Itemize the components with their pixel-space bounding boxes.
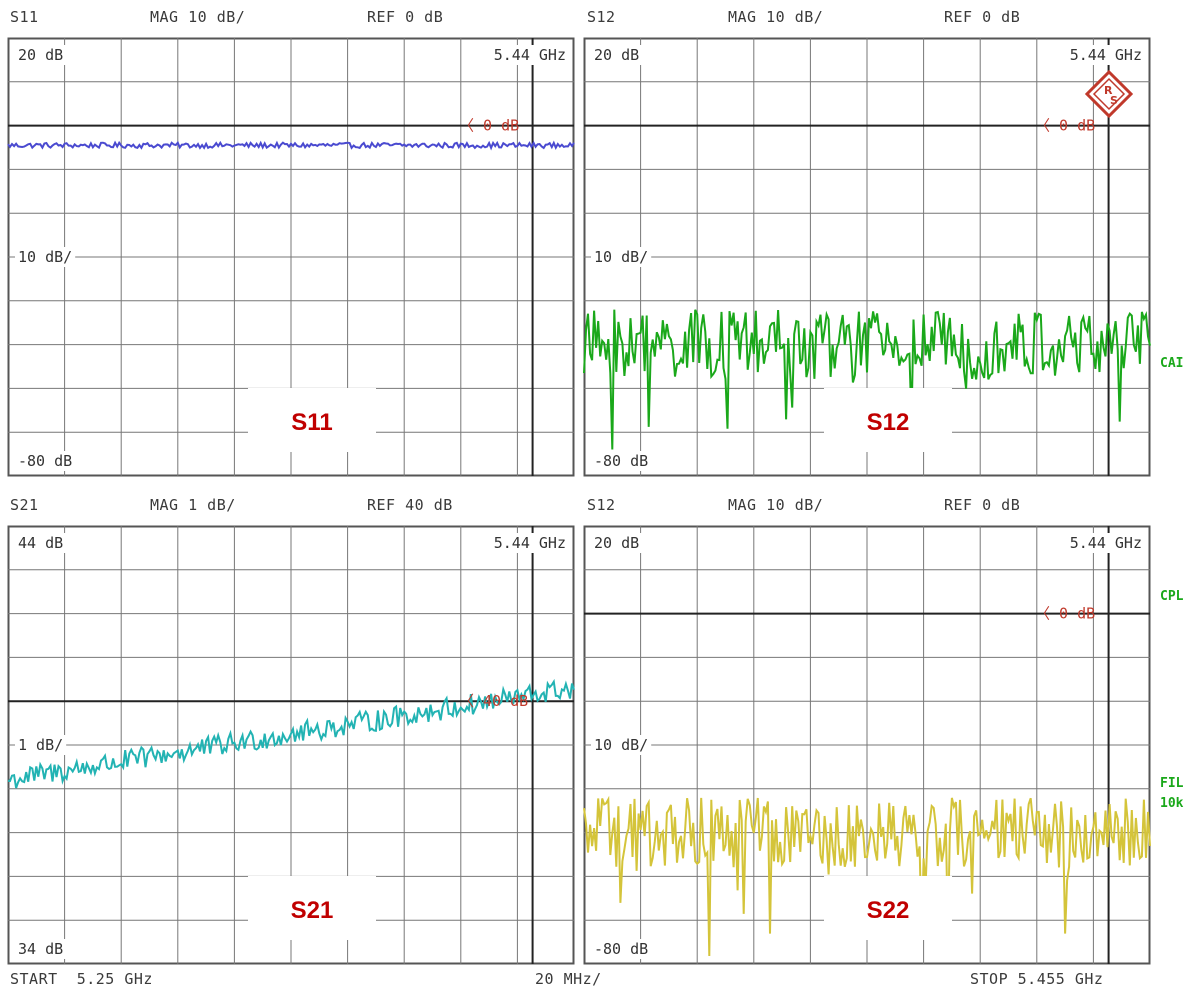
span-per-div: 20 MHz/ [535,970,602,988]
trace-line-s12 [583,309,1151,450]
bottom-scale-label: 34 dB [18,940,63,958]
panel-label-s11: S11 [291,409,332,436]
s12-ref: REF 0 dB [944,8,1021,26]
s12-param: S12 [587,8,616,26]
stop-frequency: STOP 5.455 GHz [970,970,1104,988]
fil-label: FIL [1160,776,1184,791]
s21-ref: REF 40 dB [367,496,453,514]
reference-marker-label: 〈 0 dB [1035,117,1095,135]
fil-bw-label: 10k [1160,796,1184,811]
panel-label-s22: S22 [867,897,910,924]
svg-text:S: S [1110,94,1118,107]
marker-frequency-label-background [490,533,569,553]
panel-label-s12: S12 [867,409,910,436]
chart-svg-s12: 20 dB 5.44 GHz 10 dB/ -80 dB 〈 0 dB S12 [583,37,1151,477]
cpl-label: CPL [1160,589,1184,604]
chart-svg-s21: 44 dB 5.44 GHz 1 dB/34 dB 〈 40 dB S21 [7,525,575,965]
s11-param: S11 [10,8,39,26]
s22-ref: REF 0 dB [944,496,1021,514]
panel-label-background [248,876,376,940]
bottom-scale-label-background [15,451,76,471]
svg-text:R: R [1104,84,1113,97]
trace-line-s11 [7,140,575,151]
marker-frequency-label: 5.44 GHz [494,46,566,64]
top-scale-label: 44 dB [18,534,63,552]
chart-panel-s21: 44 dB 5.44 GHz 1 dB/34 dB 〈 40 dB S21 [7,525,575,965]
scale-per-div-label-background [591,735,652,755]
bottom-scale-label: -80 dB [594,452,648,470]
chart-svg-s11: 20 dB 5.44 GHz 10 dB/ -80 dB 〈 0 dB S11 [7,37,575,477]
scale-per-div-label-background [15,247,76,267]
chart-panel-s12: 20 dB 5.44 GHz 10 dB/ -80 dB 〈 0 dB S12 [583,37,1151,477]
start-frequency: START 5.25 GHz [10,970,153,988]
marker-frequency-label: 5.44 GHz [1070,534,1142,552]
scale-per-div-label-background [591,247,652,267]
marker-frequency-label: 5.44 GHz [494,534,566,552]
marker-frequency-label-background [1066,45,1145,65]
cai-label: CAI [1160,356,1184,371]
marker-frequency-label-background [490,45,569,65]
s21-scale: MAG 1 dB/ [150,496,236,514]
bottom-scale-label: -80 dB [594,940,648,958]
scale-per-div-label: 1 dB/ [18,736,63,754]
top-scale-label-background [591,533,643,553]
scale-per-div-label: 10 dB/ [18,248,72,266]
reference-marker-label: 〈 0 dB [459,117,519,135]
s22-scale: MAG 10 dB/ [728,496,824,514]
marker-frequency-label-background [1066,533,1145,553]
trace-line-s22 [583,795,1151,957]
bottom-scale-label: -80 dB [18,452,72,470]
top-scale-label-background [15,45,67,65]
panel-label-s21: S21 [291,897,334,924]
chart-panel-s22: 20 dB 5.44 GHz 10 dB/ -80 dB 〈 0 dB S22 [583,525,1151,965]
scale-per-div-label: 10 dB/ [594,736,648,754]
marker-frequency-label: 5.44 GHz [1070,46,1142,64]
top-scale-label-background [15,533,67,553]
bottom-scale-label-background [15,939,67,959]
rohde-schwarz-logo-icon: R S [1085,70,1133,118]
s12-scale: MAG 10 dB/ [728,8,824,26]
panel-label-background [824,876,952,940]
s11-ref: REF 0 dB [367,8,444,26]
bottom-scale-label-background [591,939,652,959]
s22-param: S12 [587,496,616,514]
top-scale-label-background [591,45,643,65]
top-scale-label: 20 dB [594,534,639,552]
scale-per-div-label: 10 dB/ [594,248,648,266]
s21-param: S21 [10,496,39,514]
reference-marker-label: 〈 0 dB [1035,605,1095,623]
chart-svg-s22: 20 dB 5.44 GHz 10 dB/ -80 dB 〈 0 dB S22 [583,525,1151,965]
top-scale-label: 20 dB [594,46,639,64]
panel-label-background [248,388,376,452]
panel-label-background [824,388,952,452]
chart-panel-s11: 20 dB 5.44 GHz 10 dB/ -80 dB 〈 0 dB S11 [7,37,575,477]
scale-per-div-label-background [15,735,67,755]
reference-marker-label: 〈 40 dB [459,692,528,710]
s11-scale: MAG 10 dB/ [150,8,246,26]
trace-line-s21 [7,678,575,789]
bottom-scale-label-background [591,451,652,471]
top-scale-label: 20 dB [18,46,63,64]
